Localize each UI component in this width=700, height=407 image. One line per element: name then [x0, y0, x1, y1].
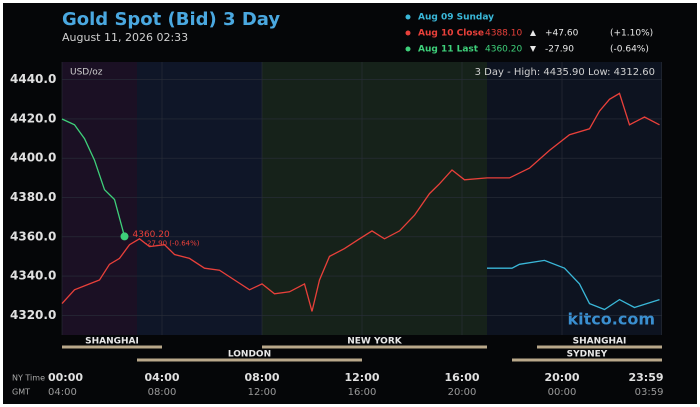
session-band — [262, 62, 487, 335]
session-label: SHANGHAI — [85, 337, 139, 347]
legend-label: Aug 10 Close — [418, 29, 484, 39]
y-tick-label: 4340.0 — [10, 269, 56, 283]
legend-change-pct: (-0.64%) — [610, 45, 649, 55]
x-tick-label: 08:00 — [244, 371, 279, 384]
price-line — [61, 92, 660, 312]
last-marker — [120, 232, 129, 241]
watermark: kitco.com — [568, 310, 655, 329]
x-tick-label: 20:00 — [448, 387, 477, 398]
legend-marker — [405, 46, 411, 52]
x-tick-label: 16:00 — [444, 371, 479, 384]
session-label: NEW YORK — [347, 337, 403, 347]
legend-last: 4360.20 — [485, 45, 522, 55]
x-tick-label: 03:59 — [635, 387, 664, 398]
session-band — [137, 62, 262, 335]
x-tick-label: 00:00 — [548, 387, 577, 398]
annotation-sublabel: -27.90 (-0.64%) — [145, 239, 200, 247]
y-tick-label: 4400.0 — [10, 151, 56, 165]
session-band — [62, 62, 137, 335]
row-label: GMT — [12, 388, 30, 397]
x-tick-label: 20:00 — [544, 371, 579, 384]
y-tick-label: 4360.0 — [10, 229, 56, 243]
x-tick-label: 08:00 — [148, 387, 177, 398]
annotation-label: 4360.20 — [133, 230, 170, 240]
price-line — [61, 118, 126, 237]
x-tick-label: 12:00 — [248, 387, 277, 398]
legend-arrow — [530, 46, 536, 52]
y-tick-label: 4420.0 — [10, 111, 56, 125]
legend-change: -27.90 — [545, 45, 574, 55]
legend-marker — [405, 30, 411, 36]
legend-marker — [405, 14, 411, 20]
session-label: SHANGHAI — [573, 337, 627, 347]
legend-label: Aug 09 Sunday — [418, 13, 494, 23]
y-tick-label: 4320.0 — [10, 308, 56, 322]
session-band — [487, 62, 662, 335]
legend-last: 4388.10 — [485, 29, 522, 39]
session-label: SYDNEY — [567, 350, 608, 360]
x-tick-label: 23:59 — [628, 371, 663, 384]
chart-subtitle: August 11, 2026 02:33 — [62, 31, 188, 44]
y-tick-label: 4440.0 — [10, 72, 56, 86]
x-tick-label: 16:00 — [348, 387, 377, 398]
chart-title: Gold Spot (Bid) 3 Day — [62, 9, 280, 30]
x-tick-label: 04:00 — [48, 387, 77, 398]
x-tick-label: 04:00 — [144, 371, 179, 384]
unit-label: USD/oz — [70, 68, 103, 78]
session-label: LONDON — [228, 350, 271, 360]
legend-arrow — [530, 30, 536, 36]
row-label: NY Time — [12, 374, 45, 383]
legend-change: +47.60 — [545, 29, 579, 39]
x-tick-label: 12:00 — [344, 371, 379, 384]
y-tick-label: 4380.0 — [10, 190, 56, 204]
x-tick-label: 00:00 — [48, 371, 83, 384]
legend-label: Aug 11 Last — [418, 45, 479, 55]
legend-change-pct: (+1.10%) — [610, 29, 653, 39]
price-line — [487, 259, 660, 311]
range-summary: 3 Day - High: 4435.90 Low: 4312.60 — [475, 67, 655, 78]
